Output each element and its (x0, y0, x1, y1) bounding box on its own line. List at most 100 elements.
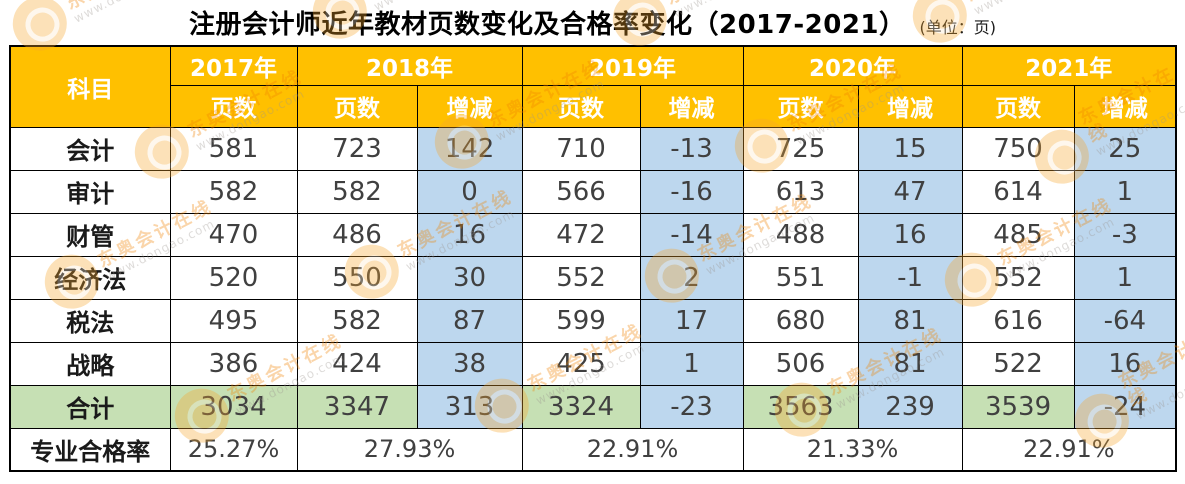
delta-cell: 38 (416, 341, 523, 386)
table-row: 会计 581 723 142 710 -13 725 15 750 25 (9, 126, 1177, 171)
delta-cell: 81 (857, 341, 963, 386)
header-pages-2021: 页数 (961, 84, 1075, 128)
delta-cell: 16 (416, 212, 523, 257)
pages-cell: 613 (742, 169, 859, 214)
pass-rate-cell: 22.91% (521, 427, 744, 472)
total-delta-cell: -23 (639, 384, 744, 429)
delta-cell: 87 (416, 298, 523, 343)
subject-cell: 会计 (9, 126, 171, 171)
delta-cell: 30 (416, 255, 523, 300)
page-title: 注册会计师近年教材页数变化及合格率变化（2017-2021） (188, 10, 906, 40)
pages-change-table: 科目 2017年 2018年 2019年 2020年 2021年 页数 页数 增… (9, 45, 1178, 472)
total-subject-cell: 合计 (9, 384, 171, 429)
subject-cell: 税法 (9, 298, 171, 343)
pages-cell: 599 (521, 298, 641, 343)
header-pages-2018: 页数 (296, 84, 418, 128)
header-year-2018: 2018年 (296, 45, 523, 86)
pages-cell: 506 (742, 341, 859, 386)
pages-cell: 424 (296, 341, 418, 386)
pass-rate-cell: 21.33% (742, 427, 963, 472)
header-delta-2020: 增减 (857, 84, 963, 128)
delta-cell: -16 (639, 169, 744, 214)
pages-cell: 520 (169, 255, 298, 300)
delta-cell: 1 (1073, 255, 1177, 300)
delta-cell: 16 (857, 212, 963, 257)
pages-cell: 710 (521, 126, 641, 171)
delta-cell: 15 (857, 126, 963, 171)
unit-note: (单位：页) (919, 17, 997, 37)
delta-cell: 1 (1073, 169, 1177, 214)
pages-cell: 680 (742, 298, 859, 343)
pages-cell: 552 (961, 255, 1075, 300)
title-bar: 注册会计师近年教材页数变化及合格率变化（2017-2021） (单位：页) (0, 0, 1185, 45)
pages-cell: 488 (742, 212, 859, 257)
total-delta-cell: 313 (416, 384, 523, 429)
delta-cell: -1 (857, 255, 963, 300)
pages-cell: 550 (296, 255, 418, 300)
delta-cell: 0 (416, 169, 523, 214)
pages-cell: 485 (961, 212, 1075, 257)
total-pages-cell: 3347 (296, 384, 418, 429)
header-year-2021: 2021年 (961, 45, 1177, 86)
table-row: 经济法 520 550 30 552 2 551 -1 552 1 (9, 255, 1177, 300)
total-pages-cell: 3539 (961, 384, 1075, 429)
total-row: 合计 3034 3347 313 3324 -23 3563 239 3539 -24 (9, 384, 1177, 429)
header-year-2019: 2019年 (521, 45, 744, 86)
pages-cell: 582 (296, 169, 418, 214)
pages-cell: 614 (961, 169, 1075, 214)
pages-cell: 566 (521, 169, 641, 214)
table-row: 财管 470 486 16 472 -14 488 16 485 -3 (9, 212, 1177, 257)
pages-cell: 582 (169, 169, 298, 214)
header-subject: 科目 (9, 45, 171, 128)
delta-cell: 25 (1073, 126, 1177, 171)
pages-cell: 470 (169, 212, 298, 257)
header-pages-2017: 页数 (169, 84, 298, 128)
pages-cell: 723 (296, 126, 418, 171)
pages-cell: 522 (961, 341, 1075, 386)
header-year-2020: 2020年 (742, 45, 963, 86)
header-delta-2021: 增减 (1073, 84, 1177, 128)
pass-rate-cell: 22.91% (961, 427, 1177, 472)
header-year-2017: 2017年 (169, 45, 298, 86)
header-delta-2019: 增减 (639, 84, 744, 128)
pages-cell: 750 (961, 126, 1075, 171)
pages-cell: 551 (742, 255, 859, 300)
pages-cell: 552 (521, 255, 641, 300)
subject-cell: 审计 (9, 169, 171, 214)
delta-cell: 47 (857, 169, 963, 214)
delta-cell: -3 (1073, 212, 1177, 257)
pass-rate-label-cell: 专业合格率 (9, 427, 171, 472)
delta-cell: 2 (639, 255, 744, 300)
pages-cell: 582 (296, 298, 418, 343)
pass-rate-cell: 27.93% (296, 427, 523, 472)
pages-cell: 725 (742, 126, 859, 171)
delta-cell: 1 (639, 341, 744, 386)
pages-cell: 425 (521, 341, 641, 386)
subject-cell: 财管 (9, 212, 171, 257)
table-row: 税法 495 582 87 599 17 680 81 616 -64 (9, 298, 1177, 343)
pages-cell: 386 (169, 341, 298, 386)
delta-cell: 81 (857, 298, 963, 343)
total-pages-cell: 3563 (742, 384, 859, 429)
total-delta-cell: -24 (1073, 384, 1177, 429)
pages-cell: 486 (296, 212, 418, 257)
header-delta-2018: 增减 (416, 84, 523, 128)
subject-cell: 经济法 (9, 255, 171, 300)
total-delta-cell: 239 (857, 384, 963, 429)
header-pages-2020: 页数 (742, 84, 859, 128)
delta-cell: 16 (1073, 341, 1177, 386)
delta-cell: 142 (416, 126, 523, 171)
delta-cell: -64 (1073, 298, 1177, 343)
table-row: 战略 386 424 38 425 1 506 81 522 16 (9, 341, 1177, 386)
pass-rate-cell: 25.27% (169, 427, 298, 472)
pages-cell: 472 (521, 212, 641, 257)
table-row: 审计 582 582 0 566 -16 613 47 614 1 (9, 169, 1177, 214)
header-pages-2019: 页数 (521, 84, 641, 128)
delta-cell: -13 (639, 126, 744, 171)
pages-cell: 616 (961, 298, 1075, 343)
pass-rate-row: 专业合格率 25.27% 27.93% 22.91% 21.33% 22.91% (9, 427, 1177, 472)
pages-cell: 581 (169, 126, 298, 171)
delta-cell: -14 (639, 212, 744, 257)
total-pages-cell: 3324 (521, 384, 641, 429)
